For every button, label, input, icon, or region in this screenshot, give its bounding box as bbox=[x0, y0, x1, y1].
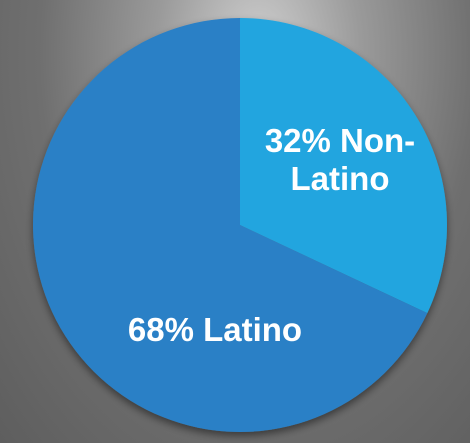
pie bbox=[33, 18, 447, 432]
slice-label: 32% Non-Latino bbox=[264, 122, 416, 197]
pie-slice bbox=[240, 18, 447, 314]
pie-slice bbox=[33, 18, 428, 432]
slice-label: 68% Latino bbox=[127, 311, 303, 348]
